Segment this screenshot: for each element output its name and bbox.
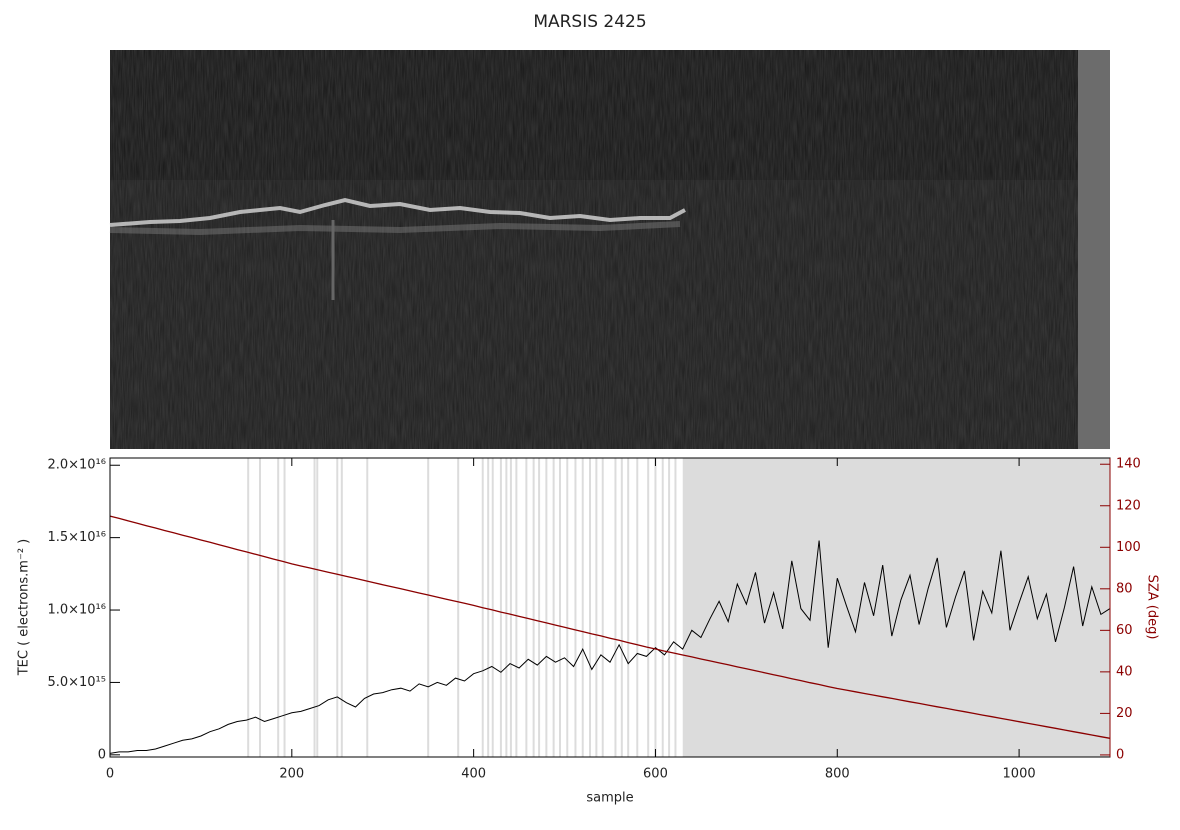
x-tick-label: 400 bbox=[461, 767, 486, 782]
series-line bbox=[109, 515, 1111, 739]
surface-echo bbox=[109, 197, 686, 227]
echo-tail bbox=[109, 221, 681, 236]
radargram-noise bbox=[110, 50, 1110, 449]
chart-title: MARSIS 2425 bbox=[533, 12, 646, 32]
series-line bbox=[109, 540, 1111, 754]
y-axis-label: TEC ( electrons.m⁻² ) bbox=[17, 539, 32, 677]
plot: 0 200 400 600 800 100005.0×10¹⁵1.0×10¹⁶1.5×10… bbox=[47, 457, 1140, 782]
y2-tick-label: 140 bbox=[1116, 457, 1141, 472]
x-axis-label: sample bbox=[586, 791, 633, 806]
y-tick-label: 2.0×10¹⁶ bbox=[47, 458, 106, 473]
flag-span bbox=[682, 458, 1110, 757]
y2-tick-label: 0 bbox=[1116, 747, 1124, 762]
y-tick-label: 0 bbox=[98, 747, 106, 762]
y-tick-label: 1.0×10¹⁶ bbox=[47, 603, 106, 618]
y2-tick-label: 40 bbox=[1116, 664, 1133, 679]
x-tick-label: 0 bbox=[106, 767, 114, 782]
y2-tick-label: 100 bbox=[1116, 540, 1141, 555]
y2-tick-label: 120 bbox=[1116, 498, 1141, 513]
x-tick-label: 1000 bbox=[1003, 767, 1036, 782]
y2-axis-label: SZA (deg) bbox=[1145, 575, 1160, 640]
y-tick-label: 1.5×10¹⁶ bbox=[47, 530, 106, 545]
y2-tick-label: 60 bbox=[1116, 623, 1133, 638]
x-tick-label: 600 bbox=[643, 767, 668, 782]
radargram-edge bbox=[1078, 50, 1110, 449]
radargram bbox=[109, 50, 1110, 449]
y2-tick-label: 20 bbox=[1116, 706, 1133, 721]
y2-tick-label: 80 bbox=[1116, 581, 1133, 596]
y-tick-label: 5.0×10¹⁵ bbox=[47, 675, 106, 690]
x-tick-label: 800 bbox=[825, 767, 850, 782]
x-tick-label: 200 bbox=[279, 767, 304, 782]
